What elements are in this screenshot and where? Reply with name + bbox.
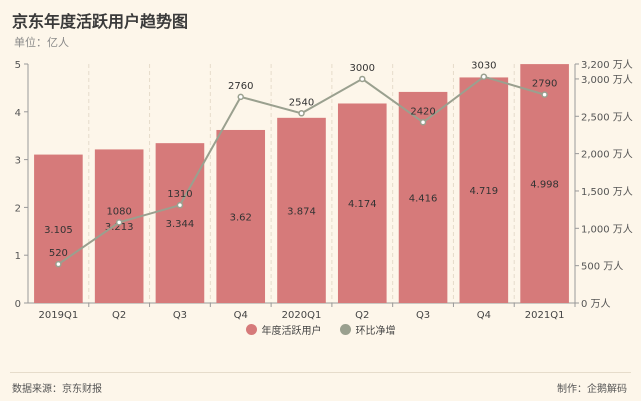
bar bbox=[216, 129, 266, 303]
line-value-label: 2420 bbox=[410, 106, 435, 117]
maker-credit: 制作：企鹅解码 bbox=[557, 384, 627, 395]
bar-value-label: 4.174 bbox=[348, 199, 377, 210]
line-value-label: 1310 bbox=[167, 189, 192, 200]
chart-legend: 年度活跃用户 环比净增 bbox=[0, 322, 641, 337]
bar bbox=[94, 149, 144, 303]
bar-value-label: 3.874 bbox=[287, 206, 316, 217]
line-value-label: 3000 bbox=[350, 63, 375, 74]
bar bbox=[520, 64, 569, 303]
legend-item-line[interactable]: 环比净增 bbox=[339, 322, 396, 337]
bar-value-label: 3.105 bbox=[44, 225, 73, 236]
y-tick-label-right: 3,000 万人 bbox=[581, 74, 633, 86]
bar-value-label: 3.344 bbox=[166, 219, 195, 230]
line-value-label: 2790 bbox=[532, 79, 557, 90]
y-tick-label-right: 0 万人 bbox=[581, 298, 611, 310]
bar bbox=[155, 143, 205, 303]
bar bbox=[34, 154, 83, 303]
y-tick-label-left: 0 bbox=[15, 299, 21, 310]
bar bbox=[459, 77, 509, 304]
x-tick-label: 2020Q1 bbox=[282, 310, 322, 321]
bar-value-label: 3.213 bbox=[105, 222, 134, 233]
legend-label-line: 环比净增 bbox=[355, 326, 396, 337]
bar bbox=[277, 117, 326, 303]
y-tick-label-right: 1,500 万人 bbox=[581, 186, 633, 198]
line-point bbox=[237, 93, 244, 101]
x-tick-label: 2019Q1 bbox=[39, 310, 79, 321]
y-tick-label-left: 4 bbox=[15, 108, 21, 119]
footer-divider bbox=[10, 372, 631, 373]
x-tick-label: Q2 bbox=[355, 310, 369, 321]
bar-value-label: 4.416 bbox=[409, 193, 438, 204]
bar-value-label: 3.62 bbox=[230, 212, 252, 223]
line-point bbox=[176, 201, 184, 209]
y-tick-label-right: 2,500 万人 bbox=[581, 111, 633, 123]
line-value-label: 2540 bbox=[289, 97, 314, 108]
x-tick-label: Q3 bbox=[173, 310, 187, 321]
y-tick-label-right: 2,000 万人 bbox=[581, 149, 633, 161]
line-point bbox=[419, 119, 427, 126]
y-tick-label-right: 500 万人 bbox=[581, 261, 623, 273]
y-tick-label-left: 5 bbox=[15, 60, 21, 71]
bar bbox=[398, 91, 448, 304]
x-tick-label: Q4 bbox=[477, 310, 491, 321]
y-tick-label-left: 3 bbox=[15, 156, 21, 167]
chart-unit-subtitle: 单位：亿人 bbox=[14, 36, 69, 49]
x-tick-label: 2021Q1 bbox=[525, 310, 565, 321]
line-value-label: 1080 bbox=[106, 206, 131, 217]
line-value-label: 520 bbox=[49, 248, 68, 259]
line-value-label: 2760 bbox=[228, 81, 253, 92]
x-tick-label: Q4 bbox=[234, 310, 248, 321]
bar bbox=[337, 103, 387, 303]
bar-value-label: 4.998 bbox=[530, 180, 559, 191]
x-tick-label: Q2 bbox=[112, 310, 126, 321]
x-tick-label: Q3 bbox=[416, 310, 430, 321]
data-source: 数据来源：京东财报 bbox=[12, 384, 102, 395]
legend-swatch-line bbox=[339, 324, 351, 335]
y-tick-label-right: 3,200 万人 bbox=[581, 59, 633, 71]
chart-title: 京东年度活跃用户趋势图 bbox=[12, 12, 189, 31]
line-value-label: 3030 bbox=[471, 61, 496, 72]
line-point bbox=[359, 75, 366, 83]
legend-swatch-bars bbox=[245, 324, 257, 335]
y-tick-label-right: 1,000 万人 bbox=[581, 223, 633, 235]
y-tick-label-left: 1 bbox=[15, 251, 21, 262]
bar-value-label: 4.719 bbox=[470, 186, 499, 197]
legend-item-bars[interactable]: 年度活跃用户 bbox=[245, 322, 322, 337]
line-point bbox=[298, 110, 305, 117]
legend-label-bars: 年度活跃用户 bbox=[261, 326, 322, 337]
line-point bbox=[541, 91, 548, 98]
y-tick-label-left: 2 bbox=[15, 203, 21, 214]
line-point bbox=[115, 219, 123, 226]
line-point bbox=[55, 260, 62, 268]
line-point bbox=[480, 73, 488, 80]
